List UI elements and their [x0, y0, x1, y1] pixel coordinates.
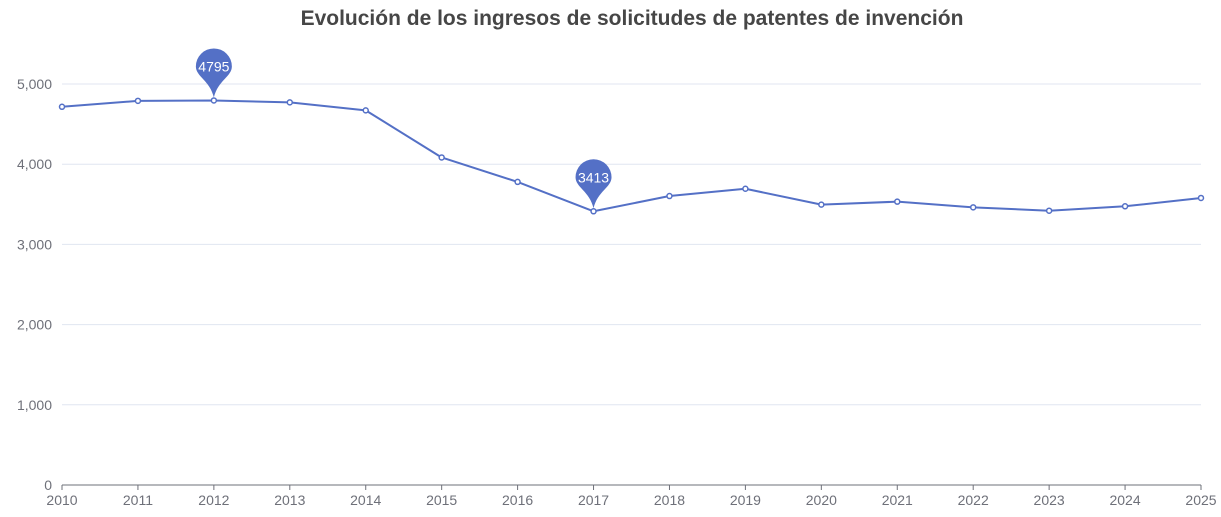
y-tick-label: 2,000	[17, 317, 52, 333]
x-tick-label: 2021	[882, 492, 913, 508]
marker-pin-min: 3413	[575, 159, 612, 209]
y-tick-label: 1,000	[17, 397, 52, 413]
data-point	[818, 201, 825, 208]
data-point	[438, 154, 445, 161]
data-point	[1197, 194, 1205, 202]
x-tick-label: 2014	[350, 492, 381, 508]
pin-shape	[575, 159, 612, 209]
series-line	[61, 99, 1202, 213]
y-tick-label: 3,000	[17, 236, 52, 252]
data-point	[1121, 203, 1129, 210]
x-tick-label: 2022	[958, 492, 989, 508]
x-tick-label: 2020	[806, 492, 837, 508]
data-point	[969, 204, 977, 211]
x-tick-label: 2011	[123, 492, 153, 508]
pin-shape	[195, 48, 232, 98]
series	[58, 97, 1205, 215]
data-point	[286, 99, 294, 106]
data-point	[894, 198, 901, 205]
x-tick-label: 2019	[730, 492, 761, 508]
grid	[62, 83, 1201, 406]
x-tick-label: 2025	[1185, 492, 1216, 508]
x-axis: 2010 2011 2012 2013 2014 2015 2016 2017 2018 2019…	[46, 484, 1217, 508]
markers: 4795 3413	[195, 48, 612, 209]
marker-label: 3413	[578, 169, 609, 185]
x-tick-label: 2024	[1109, 492, 1140, 508]
data-point	[742, 185, 749, 192]
chart-title: Evolución de los ingresos de solicitudes…	[301, 7, 964, 30]
y-tick-label: 5,000	[17, 76, 52, 92]
data-point	[1045, 207, 1053, 214]
y-axis: 0 1,000 2,000 3,000 4,000 5,000	[17, 76, 52, 493]
x-tick-label: 2012	[198, 492, 229, 508]
data-point	[134, 97, 142, 105]
data-point	[58, 103, 66, 111]
marker-pin-max: 4795	[195, 48, 232, 98]
x-tick-label: 2023	[1034, 492, 1065, 508]
x-tick-label: 2018	[654, 492, 685, 508]
data-point	[210, 97, 218, 104]
y-tick-label: 0	[44, 477, 52, 493]
data-point	[666, 192, 673, 200]
data-point	[590, 208, 597, 215]
data-point	[362, 107, 369, 114]
marker-label: 4795	[198, 58, 229, 74]
x-tick-label: 2010	[46, 492, 77, 508]
x-tick-label: 2017	[578, 492, 609, 508]
x-tick-label: 2016	[502, 492, 533, 508]
y-tick-label: 4,000	[17, 156, 52, 172]
x-tick-label: 2013	[274, 492, 305, 508]
x-tick-label: 2015	[426, 492, 457, 508]
data-point	[514, 178, 521, 186]
